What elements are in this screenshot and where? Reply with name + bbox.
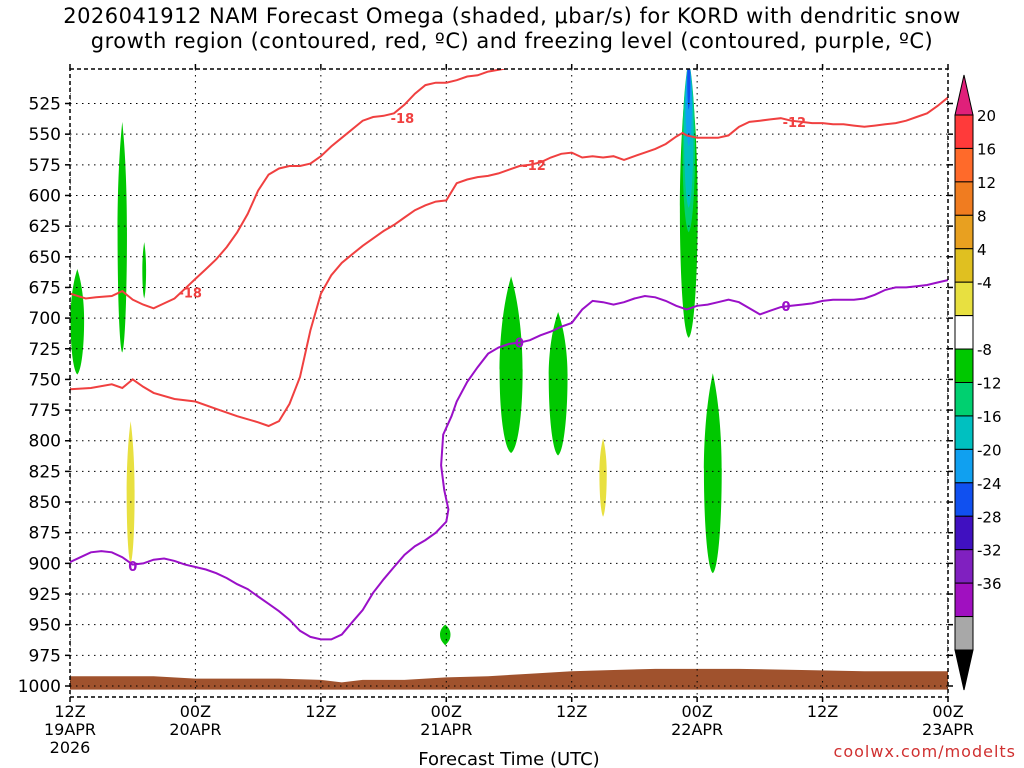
x-tick-label: 00Z xyxy=(180,702,211,721)
contour-label: -18 xyxy=(178,286,202,301)
colorbar-label: 20 xyxy=(977,107,996,125)
y-tick-label: 975 xyxy=(29,646,61,666)
x-tick-label: 00Z xyxy=(681,702,712,721)
x-tick-label: 23APR xyxy=(922,720,974,739)
omega-shade-region xyxy=(599,438,607,517)
colorbar-label: 12 xyxy=(977,174,996,192)
colorbar-swatch xyxy=(954,382,974,417)
colorbar-label: -12 xyxy=(977,375,1002,393)
colorbar-label: 4 xyxy=(977,241,987,259)
contour-line xyxy=(70,96,948,428)
y-tick-label: 700 xyxy=(29,309,61,329)
colorbar-swatch xyxy=(954,448,974,484)
colorbar-label: -8 xyxy=(977,341,992,359)
omega-shade-region xyxy=(126,421,135,564)
contour-label: 0 xyxy=(515,337,524,352)
plot-area: -18 -18 -12 -12 0 0 0 xyxy=(69,68,949,698)
colorbar-label: -4 xyxy=(977,274,992,292)
credit-text[interactable]: coolwx.com/modelts xyxy=(833,742,1016,761)
y-tick-label: 1000 xyxy=(18,677,61,697)
colorbar-top-arrow xyxy=(954,74,974,116)
contour-label: -12 xyxy=(783,116,807,131)
y-tick-label: 675 xyxy=(29,278,61,298)
y-tick-label: 900 xyxy=(29,554,61,574)
x-tick-label: 2026 xyxy=(50,738,91,757)
x-axis-title: Forecast Time (UTC) xyxy=(418,749,599,768)
colorbar-swatch xyxy=(954,582,974,618)
plot-frame xyxy=(69,68,949,698)
omega-shade-region xyxy=(117,121,127,353)
omega-shade-region xyxy=(142,242,147,299)
colorbar-swatch xyxy=(954,415,974,450)
contour-label: -12 xyxy=(522,159,546,174)
y-tick-label: 725 xyxy=(29,340,61,360)
y-tick-label: 825 xyxy=(29,462,61,482)
y-tick-label: 625 xyxy=(29,217,61,237)
ground-surface xyxy=(70,668,948,690)
x-tick-label: 19APR xyxy=(44,720,96,739)
chart-title: 2026041912 NAM Forecast Omega (shaded, μ… xyxy=(0,4,1024,54)
x-tick-label: 22APR xyxy=(671,720,723,739)
y-tick-label: 575 xyxy=(29,156,61,176)
colorbar-swatch xyxy=(954,482,974,517)
y-tick-label: 950 xyxy=(29,616,61,636)
plot-content: -18 -18 -12 -12 0 0 0 xyxy=(70,69,948,697)
y-tick-label: 750 xyxy=(29,370,61,390)
chart-title-line2: growth region (contoured, red, ºC) and f… xyxy=(90,29,934,53)
y-tick-label: 650 xyxy=(29,248,61,268)
omega-shade-region xyxy=(440,624,451,646)
y-tick-label: 550 xyxy=(29,125,61,145)
colorbar-label: -36 xyxy=(977,575,1002,593)
colorbar-swatch xyxy=(954,315,974,350)
x-tick-label: 12Z xyxy=(807,702,838,721)
y-tick-label: 600 xyxy=(29,186,61,206)
x-tick-label: 12Z xyxy=(54,702,85,721)
colorbar-swatch xyxy=(954,549,974,584)
x-tick-label: 20APR xyxy=(169,720,221,739)
contour-label: -18 xyxy=(391,112,415,127)
colorbar-label: -20 xyxy=(977,441,1002,459)
y-tick-label: 875 xyxy=(29,524,61,544)
colorbar-bottom-arrow xyxy=(954,649,974,691)
colorbar-label: 8 xyxy=(977,207,987,225)
y-tick-label: 850 xyxy=(29,493,61,513)
colorbar-swatch xyxy=(954,181,974,216)
x-tick-label: 00Z xyxy=(932,702,963,721)
y-tick-label: 800 xyxy=(29,432,61,452)
contour-label: 0 xyxy=(781,300,790,315)
colorbar-swatch xyxy=(954,214,974,250)
y-tick-label: 525 xyxy=(29,95,61,115)
x-tick-label: 21APR xyxy=(420,720,472,739)
colorbar-label: 16 xyxy=(977,140,996,158)
y-axis: 525 550 575 600 625 650 675 700 725 750 775 800 825 8… xyxy=(18,95,953,697)
x-tick-label: 12Z xyxy=(305,702,336,721)
contour-line xyxy=(70,69,509,310)
colorbar-label: -16 xyxy=(977,408,1002,426)
colorbar-label: -32 xyxy=(977,542,1002,560)
colorbar-swatch xyxy=(954,248,974,283)
omega-shade-region xyxy=(70,269,85,375)
x-tick-label: 12Z xyxy=(556,702,587,721)
omega-shade-region xyxy=(703,373,722,574)
contour-line xyxy=(70,279,948,641)
omega-shade-region xyxy=(548,311,568,456)
colorbar-swatch xyxy=(954,147,974,183)
colorbar-swatch xyxy=(954,281,974,317)
x-tick-label: 00Z xyxy=(431,702,462,721)
omega-shade-region xyxy=(687,69,691,110)
contour-label: 0 xyxy=(128,560,137,575)
colorbar-swatch xyxy=(954,616,974,651)
colorbar-swatch xyxy=(954,515,974,551)
colorbar-label: -28 xyxy=(977,508,1002,526)
colorbar: 20 16 12 8 4 -4 -8 -12 -16 -20 -24 -28 -32 -36 xyxy=(954,74,1002,691)
colorbar-swatch xyxy=(954,348,974,383)
colorbar-label: -24 xyxy=(977,475,1002,493)
omega-shade-region xyxy=(499,276,523,453)
colorbar-swatch xyxy=(954,114,974,149)
y-tick-label: 925 xyxy=(29,585,61,605)
y-tick-label: 775 xyxy=(29,401,61,421)
chart-title-line1: 2026041912 NAM Forecast Omega (shaded, μ… xyxy=(63,4,961,28)
